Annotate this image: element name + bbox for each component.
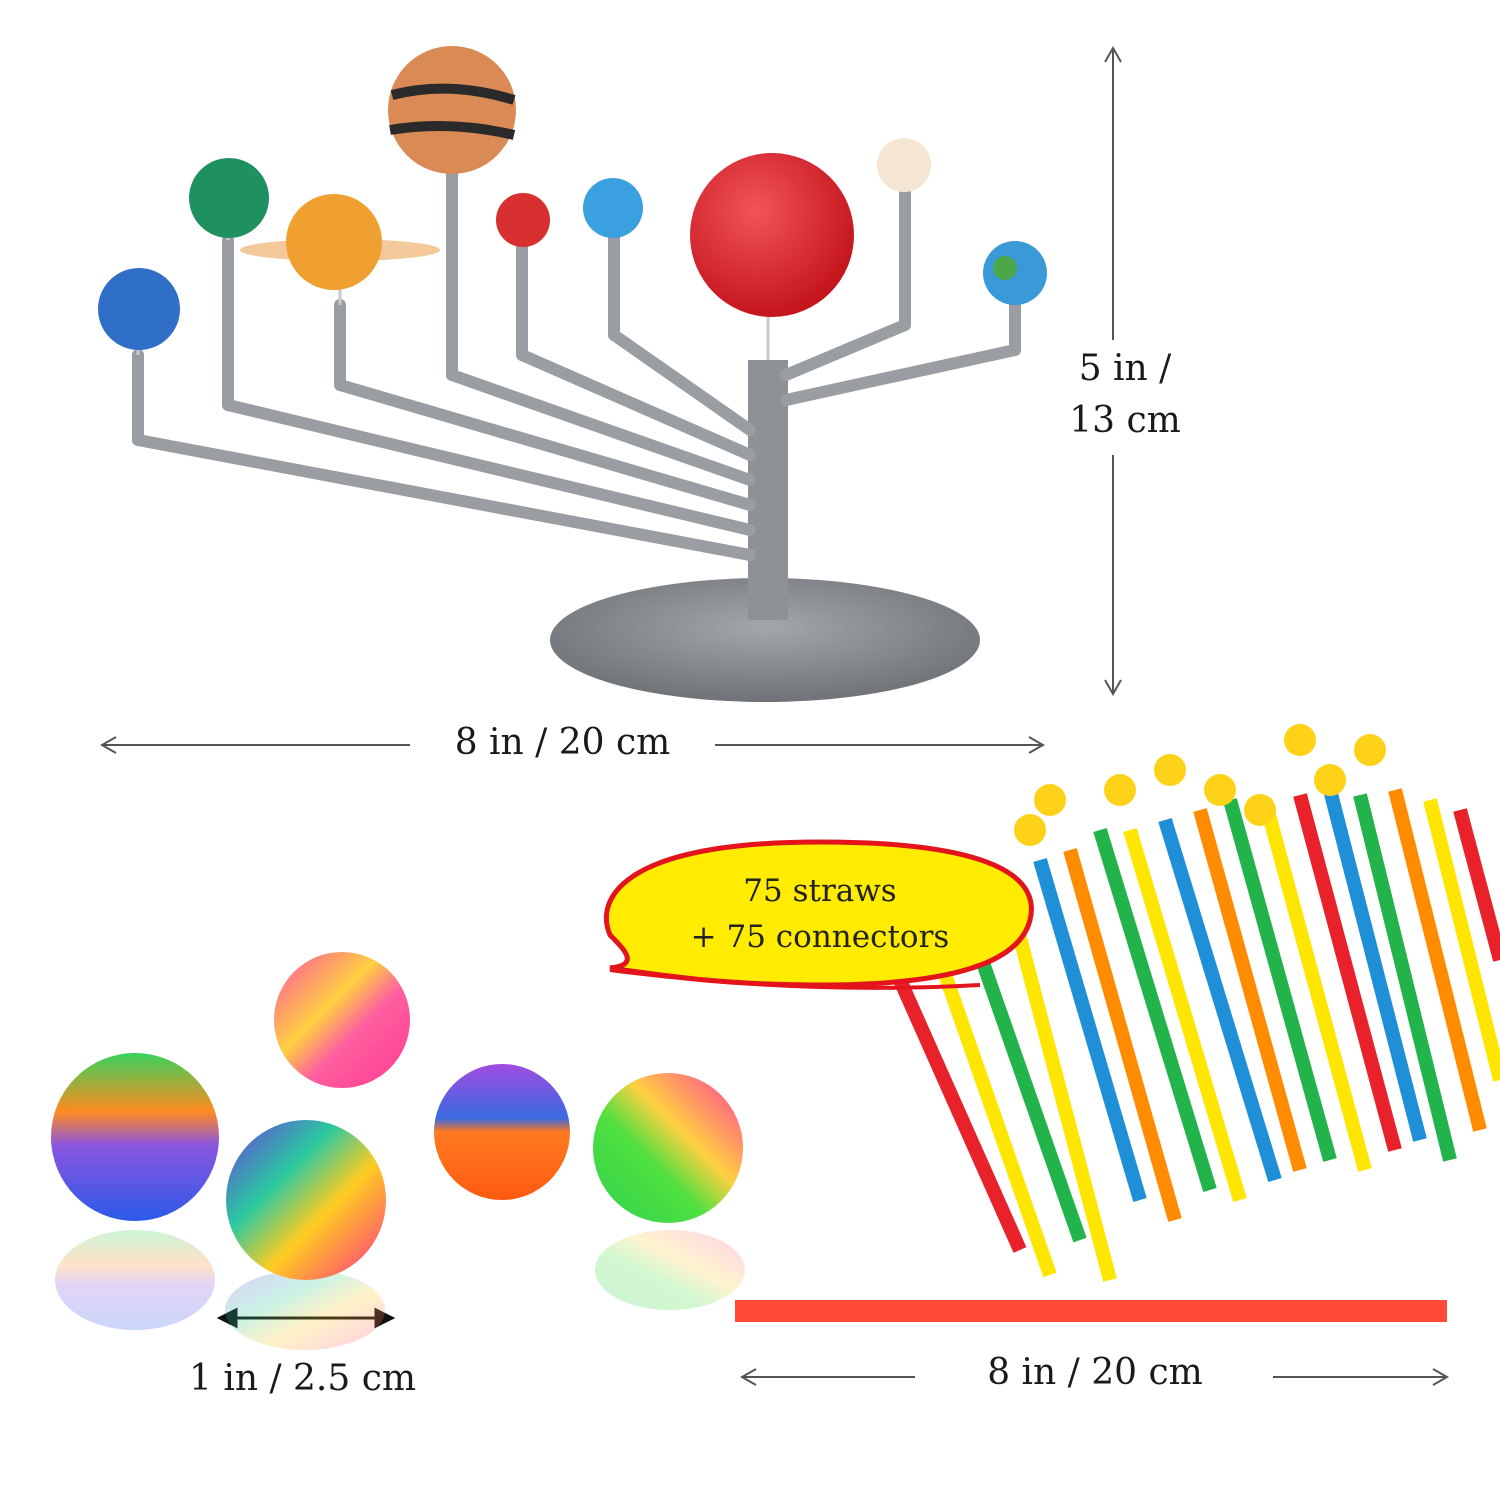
model-width-label: 8 in / 20 cm bbox=[454, 722, 671, 763]
straws-bundle bbox=[893, 788, 1500, 1282]
height-label: 5 in / bbox=[1078, 348, 1172, 389]
callout-line-1: 75 straws bbox=[743, 873, 897, 909]
planet-saturn bbox=[286, 194, 382, 290]
planet-mars bbox=[496, 193, 550, 247]
callout-text: 75 straws + 75 connectors bbox=[610, 850, 1030, 980]
height-metric-label: 13 cm bbox=[1069, 400, 1181, 441]
callout-line-2: + 75 connectors bbox=[690, 919, 950, 955]
bouncy-ball bbox=[274, 952, 410, 1088]
dimension-arrows bbox=[99, 45, 1450, 1386]
planet-moon bbox=[877, 138, 931, 192]
bouncy-ball bbox=[434, 1064, 570, 1200]
sun bbox=[690, 153, 854, 317]
bouncy-balls bbox=[51, 952, 745, 1350]
connectors bbox=[1014, 724, 1386, 846]
bouncy-ball bbox=[226, 1120, 386, 1280]
bouncy-ball bbox=[51, 1053, 219, 1221]
planet-earth-small bbox=[583, 178, 643, 238]
single-straw bbox=[735, 1300, 1447, 1322]
ball-diameter-label: 1 in / 2.5 cm bbox=[188, 1358, 417, 1399]
straw-length-label: 8 in / 20 cm bbox=[987, 1352, 1203, 1393]
planet-neptune bbox=[98, 268, 180, 350]
stand-base bbox=[550, 578, 980, 702]
planet-jupiter bbox=[388, 46, 516, 174]
bouncy-ball bbox=[593, 1073, 743, 1223]
solar-system-model bbox=[98, 46, 1047, 702]
planet-uranus bbox=[189, 158, 269, 238]
